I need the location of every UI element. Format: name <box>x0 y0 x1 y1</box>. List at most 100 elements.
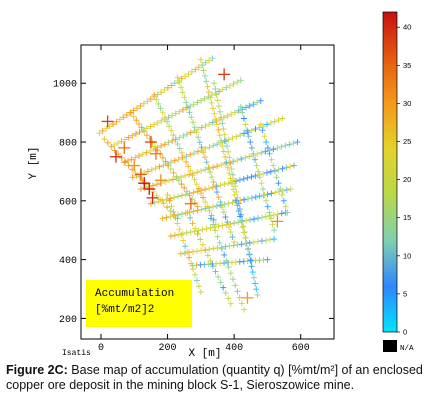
sample-marker <box>231 177 238 184</box>
sample-marker <box>204 83 211 90</box>
sample-marker <box>240 130 247 137</box>
high-value-marker <box>184 197 197 210</box>
sample-marker <box>210 203 217 210</box>
sample-marker <box>191 271 198 278</box>
sample-marker <box>168 127 175 134</box>
sample-marker <box>203 159 210 166</box>
sample-marker <box>212 184 219 191</box>
sample-marker <box>183 131 190 138</box>
legend-title: Accumulation <box>95 288 174 300</box>
sample-marker <box>168 203 175 210</box>
sample-marker <box>283 164 290 171</box>
sample-marker <box>234 157 241 164</box>
sample-marker <box>167 207 174 214</box>
sample-marker <box>200 194 207 201</box>
sample-markers <box>96 55 301 313</box>
sample-marker <box>197 56 204 63</box>
sample-marker <box>205 164 212 171</box>
sample-marker <box>171 157 178 164</box>
colorbar: 0 5 10 15 20 25 30 35 40 N/A <box>382 11 414 353</box>
sample-marker <box>279 191 286 198</box>
high-value-marker <box>271 215 284 228</box>
sample-marker <box>251 216 258 223</box>
sample-marker <box>202 199 209 206</box>
sample-marker <box>158 117 165 124</box>
sample-marker <box>227 160 234 167</box>
sample-marker <box>268 156 275 163</box>
sample-marker <box>197 288 204 295</box>
sample-marker <box>169 137 176 144</box>
sample-marker <box>166 177 173 184</box>
software-label: Isatis <box>62 349 91 358</box>
sample-marker <box>122 136 129 143</box>
sample-marker <box>238 218 245 225</box>
sample-marker <box>270 162 277 169</box>
sample-marker <box>165 139 172 146</box>
sample-marker <box>252 194 259 201</box>
sample-marker <box>294 139 301 146</box>
sample-marker <box>183 158 190 165</box>
sample-marker <box>179 230 186 237</box>
high-value-marker <box>218 68 231 81</box>
sample-marker <box>290 140 297 147</box>
sample-marker <box>257 121 264 128</box>
sample-marker <box>180 154 187 161</box>
sample-marker <box>269 221 276 228</box>
sample-marker <box>229 233 236 240</box>
sample-marker <box>212 116 219 123</box>
sample-marker <box>114 140 121 147</box>
high-value-marker <box>109 150 122 163</box>
sample-marker <box>279 115 286 122</box>
sample-marker <box>215 126 222 133</box>
sample-marker <box>226 243 233 250</box>
sample-marker <box>271 236 278 243</box>
sample-marker <box>259 127 266 134</box>
sample-marker <box>195 134 202 141</box>
sample-marker <box>217 199 224 206</box>
sample-marker <box>268 190 275 197</box>
sample-marker <box>264 144 271 151</box>
sample-marker <box>229 171 236 178</box>
sample-marker <box>199 241 206 248</box>
sample-marker <box>216 239 223 246</box>
sample-marker <box>143 132 150 139</box>
sample-marker <box>231 238 238 245</box>
sample-marker <box>195 64 202 71</box>
sample-marker <box>238 241 245 248</box>
sample-marker <box>172 110 179 117</box>
sample-marker <box>127 109 134 116</box>
sample-marker <box>234 194 241 201</box>
sample-marker <box>184 209 191 216</box>
sample-marker <box>149 139 156 146</box>
sample-marker <box>190 248 197 255</box>
sample-marker <box>193 129 200 136</box>
sample-marker <box>164 191 171 198</box>
sample-marker <box>202 166 209 173</box>
sample-marker <box>210 142 217 149</box>
sample-marker <box>264 203 271 210</box>
sample-marker <box>201 154 208 161</box>
sample-marker <box>129 132 136 139</box>
x-axis-label: X [m] <box>188 348 221 360</box>
sample-marker <box>220 284 227 291</box>
sample-marker <box>218 114 225 121</box>
sample-marker <box>225 295 232 302</box>
sample-marker <box>177 250 184 257</box>
sample-marker <box>246 251 253 258</box>
colorbar-tick-label: 0 <box>403 328 407 337</box>
sample-marker <box>252 172 259 179</box>
y-axis-ticks: 200 400 600 800 1000 <box>53 80 334 326</box>
y-tick-label: 200 <box>59 315 77 326</box>
na-swatch <box>383 340 397 352</box>
sample-marker <box>247 139 254 146</box>
sample-marker <box>175 77 182 84</box>
sample-marker <box>227 175 234 182</box>
sample-marker <box>229 199 236 206</box>
sample-marker <box>239 224 246 231</box>
sample-marker <box>274 145 281 152</box>
sample-marker <box>171 194 178 201</box>
sample-marker <box>147 147 154 154</box>
sample-marker <box>162 158 169 165</box>
sample-marker <box>175 177 182 184</box>
sample-marker <box>180 237 187 244</box>
